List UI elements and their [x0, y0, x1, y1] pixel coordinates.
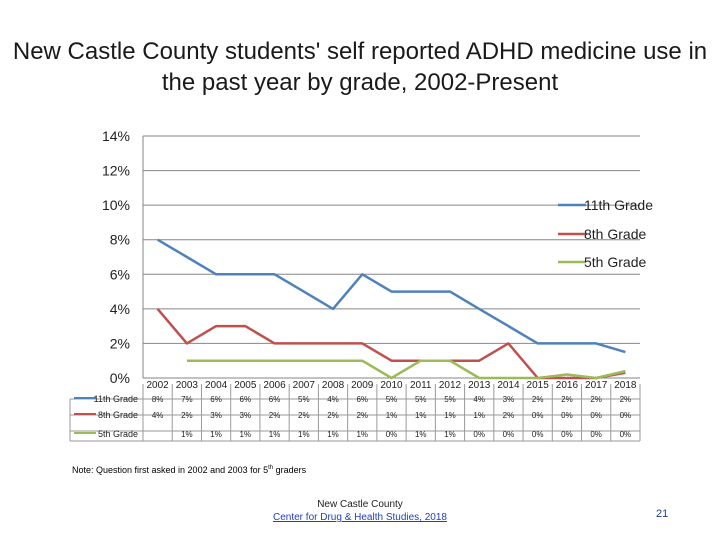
data-label: 1%	[298, 430, 310, 439]
x-tick-label: 2008	[322, 380, 345, 391]
y-tick-label: 6%	[110, 266, 130, 282]
data-label: 5%	[298, 395, 310, 404]
data-label: 4%	[152, 411, 164, 420]
data-label: 1%	[415, 430, 427, 439]
source-org: New Castle County	[317, 499, 403, 510]
data-label: 3%	[240, 411, 252, 420]
x-tick-label: 2010	[380, 380, 403, 391]
x-tick-label: 2012	[439, 380, 462, 391]
legend-label: 5th Grade	[584, 254, 646, 270]
x-tick-label: 2015	[527, 380, 550, 391]
data-label: 1%	[269, 430, 281, 439]
data-label: 0%	[473, 430, 485, 439]
source-credit: New Castle County Center for Drug & Heal…	[220, 498, 500, 524]
data-label: 1%	[386, 411, 398, 420]
data-label: 6%	[240, 395, 252, 404]
y-tick-label: 4%	[110, 301, 130, 317]
x-tick-label: 2013	[468, 380, 491, 391]
data-label: 5%	[386, 395, 398, 404]
x-tick-label: 2016	[556, 380, 579, 391]
x-tick-label: 2005	[234, 380, 257, 391]
data-label: 0%	[503, 430, 515, 439]
x-tick-label: 2011	[410, 380, 432, 391]
data-label: 0%	[532, 411, 544, 420]
data-label: 4%	[473, 395, 485, 404]
data-label: 6%	[356, 395, 368, 404]
x-tick-label: 2007	[293, 380, 316, 391]
legend-label: 8th Grade	[584, 226, 646, 242]
table-series-label: 11th Grade	[94, 394, 138, 404]
y-tick-label: 8%	[110, 232, 130, 248]
data-label: 7%	[181, 395, 193, 404]
data-label: 1%	[473, 411, 485, 420]
x-tick-label: 2004	[205, 380, 228, 391]
data-label: 4%	[327, 395, 339, 404]
data-label: 8%	[152, 395, 164, 404]
data-label: 5%	[415, 395, 427, 404]
data-label: 2%	[503, 411, 515, 420]
data-label: 3%	[210, 411, 222, 420]
data-label: 1%	[444, 411, 456, 420]
data-label: 3%	[503, 395, 515, 404]
data-label: 2%	[590, 395, 602, 404]
data-label: 0%	[561, 411, 573, 420]
data-label: 0%	[532, 430, 544, 439]
page-number: 21	[656, 508, 669, 520]
source-link[interactable]: Center for Drug & Health Studies, 2018	[273, 512, 447, 523]
y-tick-label: 14%	[102, 128, 130, 144]
series-line	[186, 359, 626, 380]
x-tick-label: 2006	[263, 380, 286, 391]
data-label: 1%	[327, 430, 339, 439]
data-label: 2%	[356, 411, 368, 420]
data-label: 2%	[620, 395, 632, 404]
footnote-text: Note: Question first asked in 2002 and 2…	[72, 465, 269, 475]
footnote-text-end: graders	[273, 465, 307, 475]
series-line	[156, 238, 626, 354]
data-label: 2%	[181, 411, 193, 420]
data-label: 2%	[298, 411, 310, 420]
x-tick-label: 2009	[351, 380, 374, 391]
x-tick-label: 2003	[176, 380, 199, 391]
x-tick-label: 2002	[146, 380, 169, 391]
y-tick-label: 12%	[102, 163, 130, 179]
x-tick-label: 2017	[585, 380, 608, 391]
y-tick-label: 0%	[110, 370, 130, 386]
data-label: 0%	[590, 411, 602, 420]
data-label: 1%	[356, 430, 368, 439]
footnote-superscript: th	[268, 465, 274, 471]
data-label: 0%	[386, 430, 398, 439]
data-label: 1%	[181, 430, 193, 439]
data-label: 0%	[620, 411, 632, 420]
table-series-label: 5th Grade	[98, 429, 138, 439]
data-label: 0%	[590, 430, 602, 439]
data-label: 2%	[532, 395, 544, 404]
data-label: 1%	[240, 430, 252, 439]
data-label: 2%	[327, 411, 339, 420]
data-label: 1%	[444, 430, 456, 439]
data-label: 1%	[415, 411, 427, 420]
y-tick-label: 10%	[102, 197, 130, 213]
chart-title: New Castle County students' self reporte…	[12, 38, 708, 96]
data-label: 2%	[269, 411, 281, 420]
y-tick-label: 2%	[110, 335, 130, 351]
x-tick-label: 2014	[497, 380, 520, 391]
data-label: 6%	[210, 395, 222, 404]
data-label: 1%	[210, 430, 222, 439]
legend-label: 11th Grade	[584, 197, 653, 213]
data-label: 0%	[561, 430, 573, 439]
table-series-label: 8th Grade	[98, 410, 138, 420]
data-label: 2%	[561, 395, 573, 404]
data-label: 5%	[444, 395, 456, 404]
data-label: 0%	[620, 430, 632, 439]
x-tick-label: 2018	[614, 380, 637, 391]
data-label: 6%	[269, 395, 281, 404]
footnote: Note: Question first asked in 2002 and 2…	[72, 465, 306, 475]
